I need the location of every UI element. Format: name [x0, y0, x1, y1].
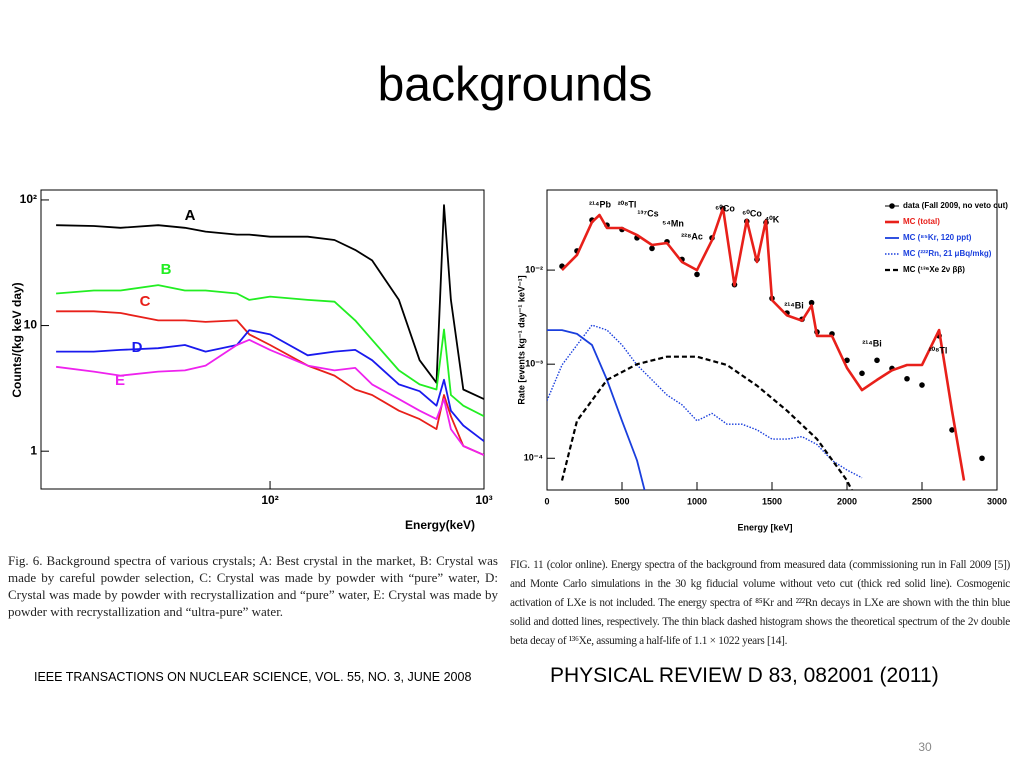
data-point	[694, 271, 700, 278]
y-axis-title: Rate [events kg⁻¹ day⁻¹ keV⁻¹]	[516, 275, 526, 404]
legend-label: MC (¹³⁶Xe 2ν ββ)	[903, 265, 965, 274]
x-tick-label: 10²	[261, 493, 278, 507]
data-point	[859, 370, 865, 377]
data-point	[904, 375, 910, 382]
series-line	[56, 284, 484, 418]
peak-annotation: ²¹⁴Pb	[589, 199, 611, 209]
y-axis-title: Counts/(kg keV day)	[10, 282, 24, 397]
y-tick-label: 10²	[20, 192, 37, 206]
y-tick-label: 1	[30, 443, 37, 457]
legend-label: MC (total)	[903, 217, 940, 226]
x-tick-label: 2500	[912, 496, 932, 506]
y-tick-label: 10⁻⁴	[524, 453, 543, 463]
legend-label: MC (²²²Rn, 21 μBq/mkg)	[903, 249, 992, 258]
plot-area	[55, 204, 484, 456]
x-tick-label: 500	[614, 496, 629, 506]
x-tick-label: 0	[544, 496, 549, 506]
peak-annotation: ²¹⁴Bi	[862, 338, 881, 348]
series-line	[56, 329, 484, 442]
series-line	[560, 355, 853, 490]
left-source: IEEE TRANSACTIONS ON NUCLEAR SCIENCE, VO…	[34, 670, 472, 684]
x-axis-title: Energy(keV)	[405, 518, 475, 532]
series-label: A	[185, 207, 196, 224]
data-point	[874, 357, 880, 364]
y-tick-label: 10⁻³	[525, 359, 543, 369]
right-source: PHYSICAL REVIEW D 83, 082001 (2011)	[550, 664, 939, 687]
chart: 0 500 1000 1500 2000 2500 3000 10⁻⁴ 10⁻³ 10⁻² Ener…	[516, 189, 1008, 532]
chart: 10² 10³ 1 10 10² Energy(keV) Counts/(kg keV da…	[10, 189, 493, 532]
y-tick-label: 10	[24, 318, 38, 332]
x-tick-label: 10³	[475, 493, 492, 507]
data-point	[979, 455, 985, 462]
legend-label: MC (⁸⁵Kr, 120 ppt)	[903, 233, 972, 242]
series-line	[56, 204, 484, 400]
peak-annotation: ²¹⁴Bi	[784, 300, 803, 310]
x-tick-label: 3000	[987, 496, 1007, 506]
peak-annotation: ⁴⁰K	[765, 214, 780, 224]
x-tick-label: 2000	[837, 496, 857, 506]
peak-annotation: ⁵⁴Mn	[662, 218, 684, 228]
data-point	[649, 245, 655, 252]
x-tick-label: 1500	[762, 496, 782, 506]
peak-annotation: ⁶⁰Co	[742, 208, 762, 218]
data-point	[808, 299, 815, 306]
peak-annotation: ⁶⁰Co	[715, 203, 735, 213]
data-point	[919, 382, 925, 388]
series-line	[561, 206, 966, 481]
x-axis-title: Energy [keV]	[737, 522, 792, 532]
plot-area	[547, 205, 985, 490]
right-caption: FIG. 11 (color online). Energy spectra o…	[510, 559, 1010, 647]
series-label: D	[132, 339, 143, 356]
legend-swatch	[889, 203, 895, 209]
plot-frame	[40, 189, 485, 490]
peak-annotation: ²⁰⁸Tl	[929, 345, 948, 355]
page-number: 30	[918, 740, 932, 754]
series-line	[547, 324, 863, 479]
peak-annotation: ²⁰⁸Tl	[618, 199, 637, 209]
series-label: E	[115, 372, 125, 389]
series-line	[547, 329, 646, 490]
peak-annotation: ¹³⁷Cs	[637, 208, 658, 218]
series-label: C	[140, 293, 151, 310]
legend-label: data (Fall 2009, no veto cut)	[903, 201, 1008, 210]
y-tick-label: 10⁻²	[525, 264, 543, 274]
data-point	[844, 357, 850, 364]
data-point	[949, 427, 955, 433]
slide-title: backgrounds	[378, 59, 653, 112]
peak-annotation: ²²⁸Ac	[681, 231, 703, 241]
series-label: B	[161, 261, 172, 278]
left-caption: Fig. 6. Background spectra of various cr…	[8, 553, 498, 619]
series-line	[55, 338, 484, 456]
x-tick-label: 1000	[687, 496, 707, 506]
